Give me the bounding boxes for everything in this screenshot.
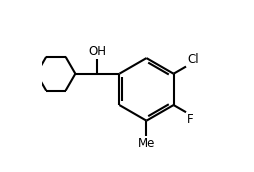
- Text: OH: OH: [88, 45, 106, 58]
- Text: Cl: Cl: [187, 53, 198, 66]
- Text: F: F: [187, 113, 194, 126]
- Text: Me: Me: [138, 137, 155, 150]
